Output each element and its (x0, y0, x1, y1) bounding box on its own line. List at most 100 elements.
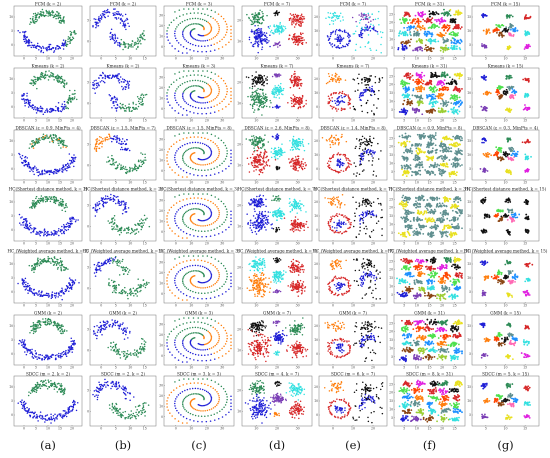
data-point (72, 98, 74, 101)
data-point (354, 108, 357, 111)
x-tick-label: 10 (128, 119, 132, 123)
data-point (436, 25, 439, 27)
data-point (216, 104, 218, 106)
data-point (360, 12, 363, 14)
data-point (403, 15, 406, 17)
data-point (415, 78, 418, 81)
data-point (460, 26, 463, 28)
data-point (113, 13, 115, 16)
data-point (295, 20, 298, 22)
x-tick-label: 10 (254, 119, 258, 123)
data-point (526, 78, 529, 80)
data-point (63, 100, 66, 103)
x-tick-label: 20 (205, 57, 209, 61)
data-point (415, 86, 418, 89)
data-point (432, 105, 435, 108)
data-point (202, 40, 204, 42)
data-point (210, 71, 213, 74)
data-point (34, 76, 36, 79)
data-point (369, 25, 371, 28)
data-point (450, 44, 453, 47)
data-point (254, 91, 256, 93)
data-point (42, 173, 44, 175)
data-point (340, 46, 343, 49)
data-point (29, 143, 31, 145)
data-point (305, 103, 307, 105)
data-point (272, 92, 275, 95)
data-point (61, 103, 64, 105)
subplot-title: Kmeans (k = 2) (107, 63, 140, 68)
data-point (458, 47, 461, 49)
data-point (432, 75, 435, 78)
data-point (348, 36, 350, 39)
data-point (303, 16, 305, 18)
data-point (296, 44, 299, 46)
data-point (499, 26, 501, 29)
data-point (249, 87, 251, 89)
data-point (482, 29, 485, 32)
data-point (256, 93, 258, 95)
data-point (271, 75, 274, 78)
x-tick-label: 10 (503, 119, 507, 123)
data-point (362, 91, 364, 94)
data-point (114, 12, 116, 14)
data-point (371, 13, 373, 15)
data-point (295, 39, 298, 41)
data-point (434, 71, 437, 74)
data-point (496, 29, 499, 32)
data-point (205, 34, 207, 36)
data-point (184, 81, 186, 84)
data-point (334, 79, 337, 81)
data-point (430, 40, 433, 43)
data-point (200, 34, 202, 37)
x-tick-label: 10 (503, 57, 507, 61)
data-point (191, 85, 193, 87)
data-point (430, 71, 433, 74)
data-point (369, 47, 371, 50)
data-point (456, 98, 458, 101)
data-point (106, 8, 109, 11)
data-point (33, 81, 36, 84)
data-point (404, 20, 407, 22)
data-point (452, 109, 455, 111)
data-point (441, 84, 443, 87)
data-point (50, 109, 53, 111)
data-point (374, 18, 377, 20)
data-point (510, 76, 513, 79)
data-point (201, 80, 204, 83)
data-point (135, 41, 137, 44)
data-point (293, 19, 296, 21)
data-point (419, 20, 422, 23)
data-point (254, 14, 257, 16)
data-point (101, 16, 103, 19)
data-point (291, 74, 293, 77)
y-tick-label: 5 (469, 43, 471, 47)
data-point (39, 11, 42, 13)
data-point (367, 34, 370, 36)
data-point (257, 45, 259, 48)
data-point (187, 24, 190, 27)
data-point (352, 33, 355, 35)
y-tick-label: 5 (87, 19, 89, 23)
x-tick-label: 5 (35, 57, 37, 61)
data-point (299, 21, 301, 24)
data-point (66, 107, 68, 109)
data-point (230, 35, 232, 38)
data-point (455, 32, 457, 35)
data-point (108, 77, 110, 79)
data-point (252, 22, 255, 24)
data-point (443, 101, 445, 104)
data-point (457, 32, 459, 34)
data-point (66, 169, 68, 172)
data-point (226, 90, 228, 93)
data-point (45, 9, 47, 12)
data-point (212, 37, 215, 39)
data-point (117, 11, 120, 13)
data-point (64, 44, 66, 46)
data-point (523, 48, 526, 50)
data-point (358, 73, 360, 76)
data-point (136, 95, 139, 98)
data-point (259, 32, 262, 34)
data-point (335, 76, 337, 78)
data-point (22, 31, 24, 33)
